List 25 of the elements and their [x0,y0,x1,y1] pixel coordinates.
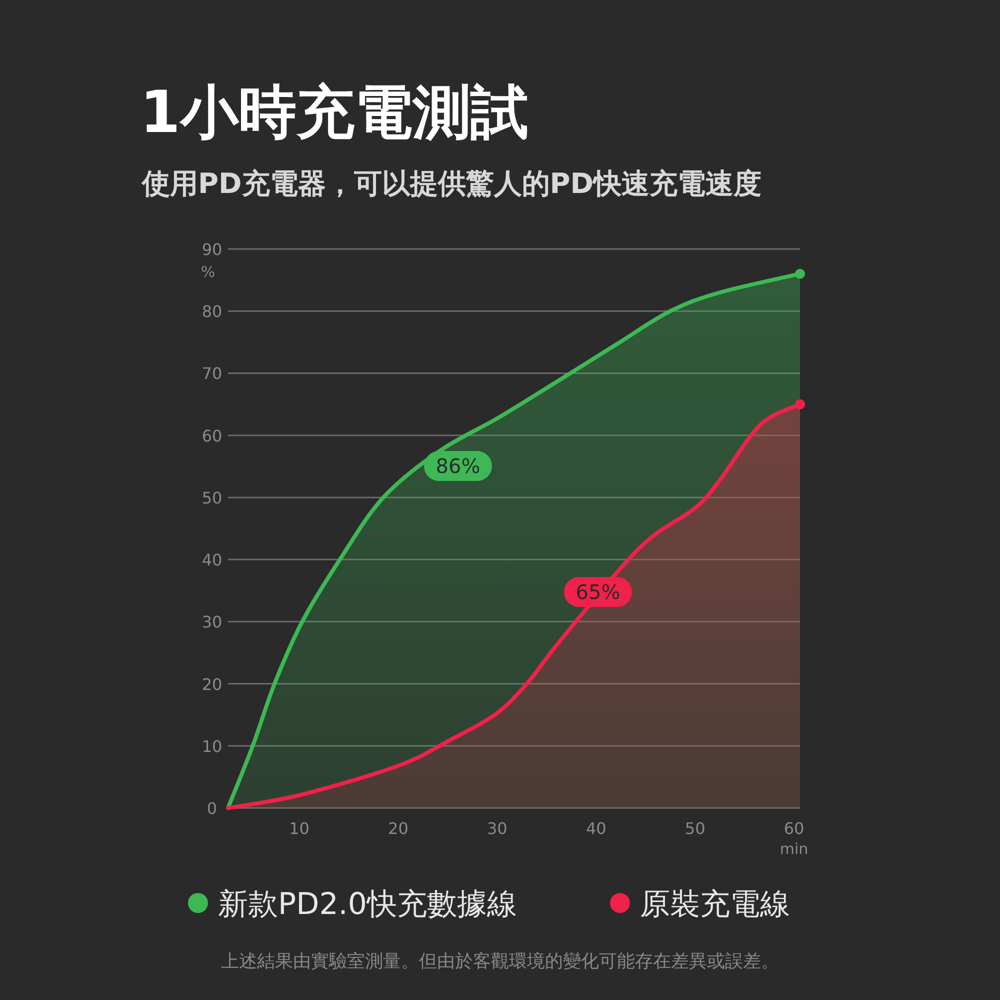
y-tick-label: 40 [202,550,222,570]
annotation: 65% [576,580,620,604]
y-tick-label: 0 [206,799,218,818]
x-tick-label: 40 [586,819,606,838]
chart-title: 1小時充電測試 [140,78,528,146]
y-tick-label: 60 [202,426,222,446]
y-tick-label: 10 [202,736,222,756]
x-axis-title: min [780,840,808,858]
y-tick-label: 20 [202,674,222,694]
y-tick-label: 90 [202,240,222,259]
x-tick-label: 50 [684,819,706,838]
x-tick-label: 30 [486,819,508,838]
x-tick-label: 20 [388,819,408,838]
y-tick-label: 70 [202,364,222,384]
x-tick-label: 60 [784,819,804,838]
y-axis-title: % [200,263,216,281]
annotation: 86% [436,454,480,478]
x-tick-label: 10 [289,819,310,838]
y-tick-label: 80 [202,302,222,322]
text: 上述結果由實驗室測量。但由於客觀環境的變化可能存在差異或誤差。 [221,951,779,972]
y-tick-label: 50 [202,488,222,508]
y-tick-label: 30 [202,612,222,632]
chart-subtitle: 使用PD充電器，可以提供驚人的PD快速充電速度 [141,167,762,200]
legend-label: 新款PD2.0快充數據線 [218,887,517,922]
legend-label: 原裝充電線 [640,887,790,922]
